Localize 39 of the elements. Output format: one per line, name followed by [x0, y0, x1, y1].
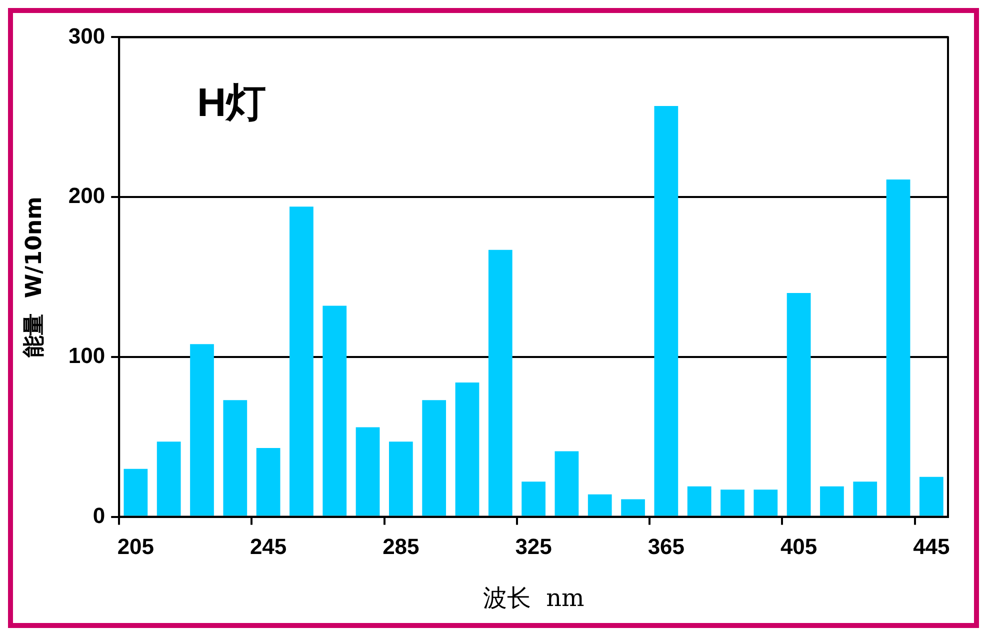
bar [223, 400, 248, 516]
bar [654, 106, 678, 516]
bar [754, 490, 778, 516]
bar [124, 468, 148, 516]
bar [554, 451, 579, 516]
bar [886, 179, 910, 516]
y-tick-label: 0 [92, 502, 106, 528]
x-tick-label: 325 [515, 534, 552, 560]
x-axis-title: 波长 nm [482, 584, 585, 612]
bar [256, 448, 280, 516]
bar [919, 476, 944, 516]
bar [455, 382, 480, 516]
x-tick-label: 205 [117, 534, 154, 560]
bar [820, 486, 844, 516]
x-tick-label: 365 [648, 534, 685, 560]
bar [720, 490, 744, 516]
bar [522, 482, 546, 516]
y-tick-label: 200 [68, 183, 106, 208]
bar [853, 482, 878, 516]
bar [687, 486, 712, 516]
bar [786, 292, 811, 516]
bar [588, 494, 612, 516]
x-tick-label: 285 [382, 534, 420, 560]
annotation: H灯 [197, 81, 266, 126]
x-tick-label: 245 [250, 534, 287, 560]
bar [422, 400, 446, 516]
bar [190, 344, 214, 516]
bar [488, 250, 512, 516]
y-tick-label: 100 [68, 342, 106, 368]
bar [356, 427, 380, 516]
x-tick-label: 445 [913, 534, 950, 560]
bar [388, 442, 413, 516]
x-tick-label: 405 [780, 534, 818, 560]
bar [621, 499, 645, 516]
bar [156, 442, 181, 516]
bar [290, 206, 314, 516]
bar [322, 306, 347, 516]
y-tick-label: 300 [68, 23, 106, 48]
y-axis-title: 能量 W/10nm [22, 196, 47, 358]
